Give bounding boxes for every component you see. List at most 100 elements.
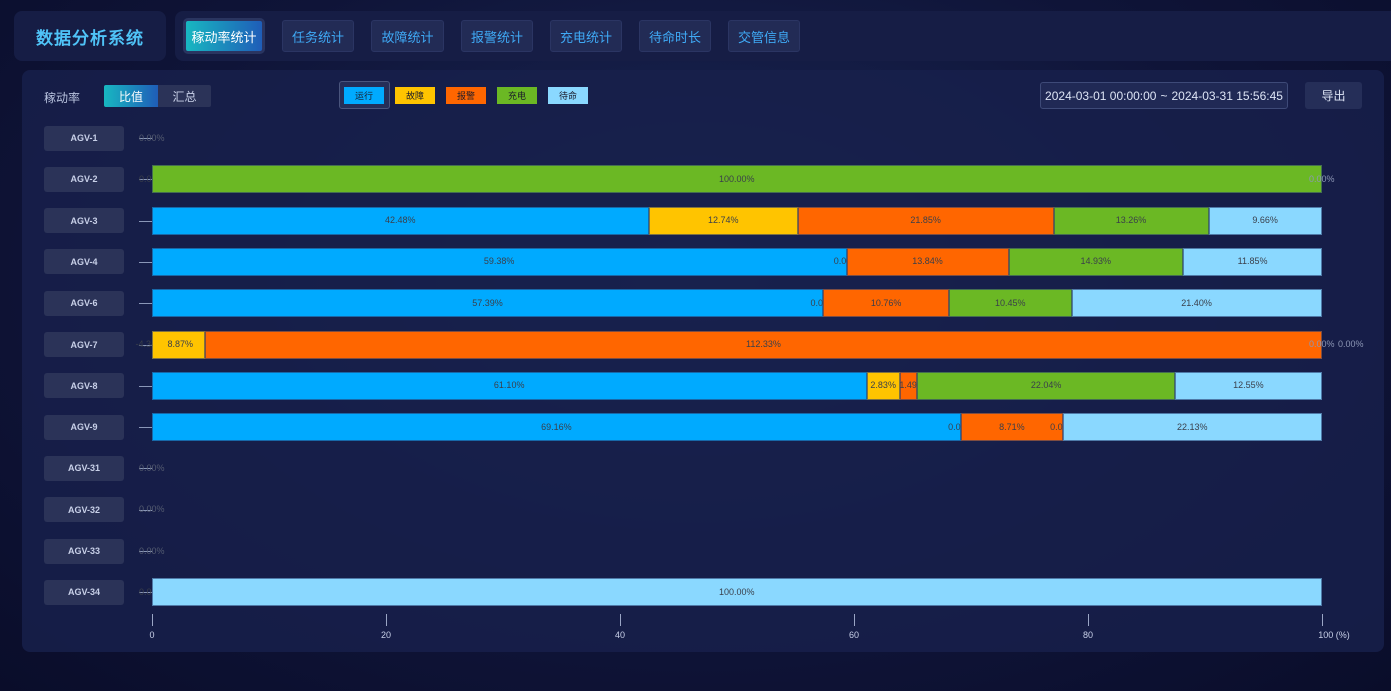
x-tick-label: 80 (1082, 630, 1094, 640)
legend-item-2[interactable]: 报警 (446, 87, 486, 104)
nav-tab-5[interactable]: 待命时长 (639, 20, 711, 52)
main-panel (22, 70, 1384, 652)
data-label: 13.84% (912, 256, 943, 267)
data-label: 112.33% (746, 339, 781, 349)
row-label: AGV-4 (44, 249, 124, 275)
data-label: 0.00% (139, 504, 165, 515)
legend-item-0[interactable]: 运行 (344, 87, 384, 104)
bar-segment[interactable] (152, 371, 867, 400)
data-label: 0.00% (1309, 173, 1335, 184)
legend-item-1[interactable]: 故障 (395, 87, 435, 104)
axis-tick-stub (139, 592, 152, 594)
data-label: -4.34% (135, 339, 165, 349)
nav-tab-4[interactable]: 充电统计 (550, 20, 622, 52)
date-range-picker[interactable]: 2024-03-01 00:00:00 ~ 2024-03-31 15:56:4… (1040, 82, 1288, 109)
x-axis-tick (1088, 614, 1089, 626)
data-label: 0.00% (948, 422, 974, 433)
data-label: 0.00% (139, 174, 165, 185)
x-axis-tick (620, 614, 621, 626)
toggle-ratio[interactable]: 比值 (104, 85, 158, 107)
data-label: 12.55% (1233, 380, 1264, 391)
data-label: 11.85% (1237, 256, 1268, 267)
row-label: AGV-7 (44, 332, 124, 357)
x-axis-tick (152, 614, 153, 626)
data-label: 0.00% (139, 462, 165, 473)
x-axis-tick (854, 614, 855, 626)
row-label: AGV-2 (44, 166, 124, 192)
data-label: 0.00% (139, 587, 165, 598)
nav-tab-3[interactable]: 报警统计 (461, 20, 533, 52)
bar-segment[interactable] (823, 289, 950, 318)
nav-tab-0[interactable]: 稼动率统计 (185, 20, 263, 52)
bar-segment[interactable] (899, 371, 918, 400)
data-label: 59.38% (483, 256, 515, 267)
data-label: 100.00% (719, 586, 755, 597)
bar-segment[interactable] (1175, 371, 1322, 400)
data-label: 21.85% (910, 215, 941, 226)
bar-segment[interactable] (152, 578, 1322, 607)
date-separator: ~ (1160, 88, 1168, 103)
row-label: AGV-3 (44, 208, 124, 234)
data-label: 57.39% (472, 297, 503, 308)
data-label: 21.40% (1181, 297, 1212, 308)
bar-segment[interactable] (1183, 247, 1322, 276)
bar-segment[interactable] (1071, 289, 1322, 318)
bar-segment[interactable] (917, 371, 1176, 400)
data-label: 8.87% (167, 339, 194, 349)
bar-segment[interactable] (1063, 413, 1322, 442)
x-tick-label: 20 (380, 630, 392, 640)
x-tick-label: 0 (149, 630, 155, 640)
bar-segment[interactable] (846, 247, 1009, 276)
row-label: AGV-34 (44, 579, 124, 605)
bar-segment[interactable] (1053, 206, 1209, 235)
row-label: AGV-33 (44, 538, 124, 564)
data-label: 8.71% (999, 421, 1025, 432)
bar-segment[interactable] (152, 330, 205, 359)
export-button[interactable]: 导出 (1305, 82, 1362, 109)
app-title: 数据分析系统 (14, 11, 166, 61)
data-label: 13.26% (1115, 215, 1147, 226)
data-label: 0.00% (139, 132, 165, 143)
bar-segment[interactable] (866, 371, 900, 400)
data-label: 2.83% (870, 380, 896, 391)
nav-tab-1[interactable]: 任务统计 (282, 20, 354, 52)
date-start: 2024-03-01 00:00:00 (1045, 88, 1157, 103)
data-label: 69.16% (541, 421, 572, 432)
x-tick-label: 100 (%) (1318, 630, 1350, 640)
metric-label: 稼动率 (44, 91, 81, 105)
x-axis-tick (386, 614, 387, 626)
legend-item-3[interactable]: 充电 (497, 87, 537, 104)
bar-segment[interactable] (152, 247, 847, 276)
bar-segment[interactable] (1208, 206, 1322, 235)
bar-segment[interactable] (961, 413, 1064, 442)
bar-segment[interactable] (152, 289, 824, 318)
data-label: 10.45% (994, 297, 1026, 308)
bar-segment[interactable] (152, 206, 650, 235)
nav-tab-2[interactable]: 故障统计 (371, 20, 444, 52)
axis-tick-stub (139, 509, 152, 511)
row-label: AGV-9 (44, 414, 124, 440)
bar-segment[interactable] (152, 413, 962, 442)
bar-segment[interactable] (205, 330, 1322, 359)
bar-segment[interactable] (1008, 247, 1184, 276)
toggle-summary[interactable]: 汇总 (158, 85, 211, 107)
data-label: 22.04% (1030, 380, 1062, 391)
axis-tick-stub (139, 344, 152, 346)
bar-segment[interactable] (949, 289, 1072, 318)
data-label: 42.48% (385, 215, 416, 226)
bar-segment[interactable] (798, 206, 1054, 235)
axis-tick-stub (139, 179, 152, 181)
bar-segment[interactable] (649, 206, 799, 235)
axis-tick-stub (139, 385, 152, 387)
legend-item-4[interactable]: 待命 (548, 87, 588, 104)
data-label: 0.00% (834, 256, 860, 267)
bar-segment[interactable] (152, 165, 1322, 194)
top-nav: 稼动率统计 任务统计 故障统计 报警统计 充电统计 待命时长 交管信息 (175, 11, 1391, 61)
data-label: 14.93% (1080, 256, 1112, 267)
axis-tick-stub (139, 220, 152, 222)
data-label: 0.00% (1338, 339, 1364, 349)
nav-tab-6[interactable]: 交管信息 (728, 20, 800, 52)
row-label: AGV-1 (44, 125, 124, 151)
axis-tick-stub (139, 303, 152, 305)
data-label: 22.13% (1177, 421, 1208, 432)
